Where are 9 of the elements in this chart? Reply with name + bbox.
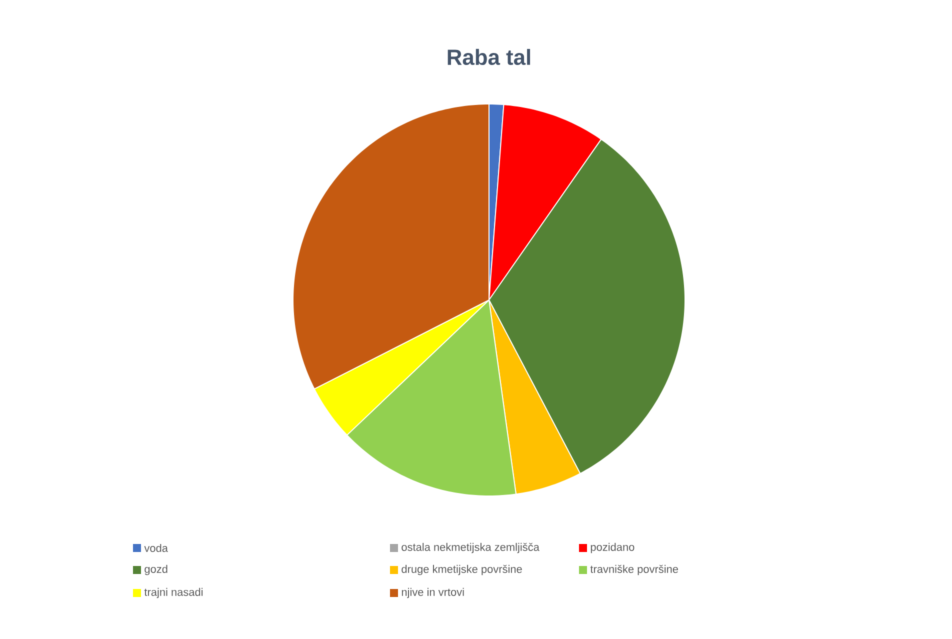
legend-label: pozidano	[590, 542, 634, 554]
chart-title: Raba tal	[448, 48, 530, 66]
legend-label: voda	[144, 544, 168, 552]
legend-label: travniške površine	[590, 564, 678, 576]
legend-label: ostala nekmetijska zemljišča	[402, 542, 540, 554]
legend-label: njive in vrtovi	[402, 588, 464, 598]
legend-label: gozd	[144, 564, 168, 576]
legend-label: trajni nasadi	[144, 588, 203, 598]
legend-label: druge kmetijske površine	[402, 564, 522, 576]
